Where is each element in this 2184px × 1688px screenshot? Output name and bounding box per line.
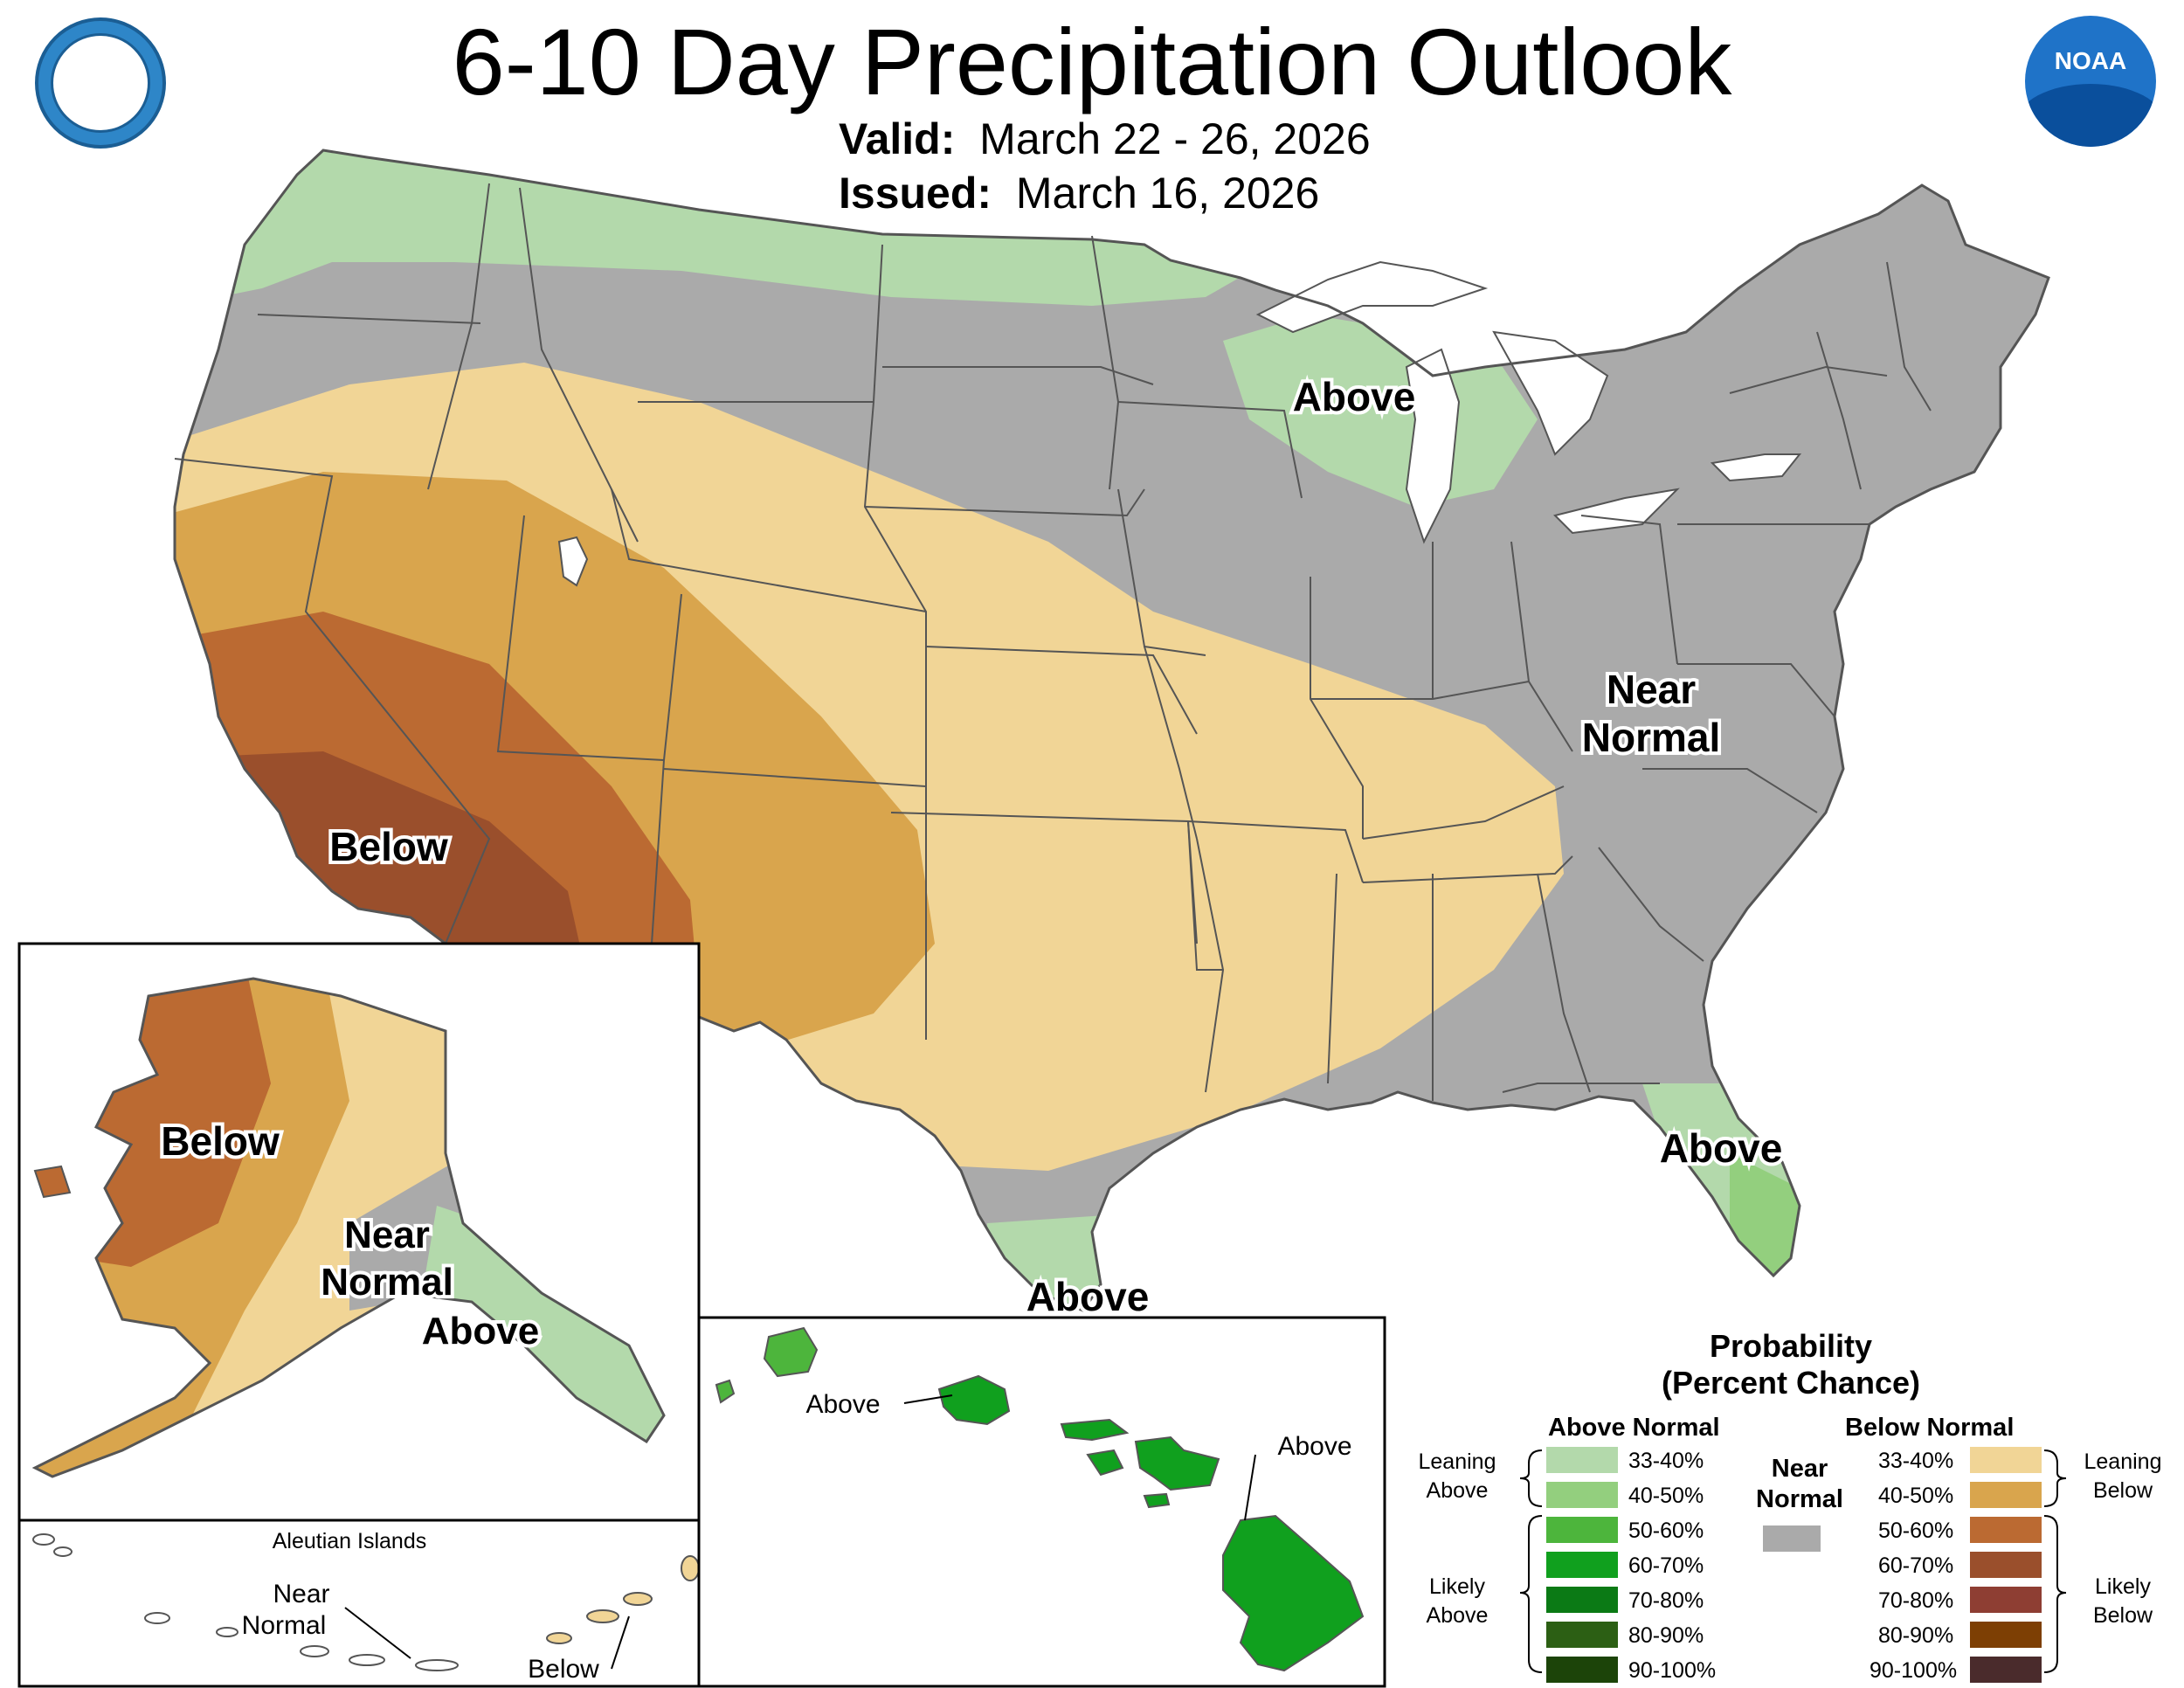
page-title: 6-10 Day Precipitation Outlook — [452, 9, 1732, 114]
aleutian-below-label: Below — [528, 1655, 599, 1684]
aleutian-near-normal-label-line2: Normal — [242, 1611, 327, 1640]
legend-swatch-above-33-40 — [1546, 1447, 1618, 1473]
legend-below-row-3: 50-60% — [1878, 1519, 1954, 1543]
legend-swatch-near-normal — [1763, 1525, 1821, 1552]
hawaii-above-west-label: Above — [805, 1390, 880, 1419]
legend-leaning-below-line2: Below — [2092, 1478, 2153, 1503]
conus-above-texas-label: Above — [1026, 1274, 1150, 1319]
legend-below-row-2: 40-50% — [1878, 1484, 1954, 1508]
legend-below-row-4: 60-70% — [1878, 1553, 1954, 1578]
legend-swatch-below-40-50 — [1970, 1482, 2042, 1508]
aleutian-near-normal-label-line1: Near — [273, 1580, 329, 1608]
conus-above-great-lakes-label: Above — [1293, 374, 1416, 419]
legend-likely-below-line2: Below — [2092, 1603, 2153, 1628]
legend-swatch-above-50-60 — [1546, 1517, 1618, 1543]
legend-below-row-1: 33-40% — [1878, 1449, 1954, 1473]
conus-near-normal-label-line2: Normal — [1582, 715, 1720, 760]
legend-swatch-above-70-80 — [1546, 1587, 1618, 1613]
legend-near-line2: Normal — [1756, 1485, 1843, 1513]
noaa-logo-text: NOAA — [2054, 47, 2127, 74]
conus-near-normal-label-line1: Near — [1607, 667, 1696, 712]
legend-near-line1: Near — [1771, 1455, 1828, 1483]
legend-above-row-3: 50-60% — [1628, 1519, 1704, 1543]
alaska-near-normal-label-line2: Normal — [321, 1261, 453, 1304]
conus-below-label: Below — [329, 824, 448, 869]
legend-swatch-below-50-60 — [1970, 1517, 2042, 1543]
legend-likely-below-line1: Likely — [2095, 1574, 2151, 1599]
issued-date: March 16, 2026 — [1015, 169, 1320, 218]
legend-swatch-above-60-70 — [1546, 1552, 1618, 1578]
legend-swatch-below-33-40 — [1970, 1447, 2042, 1473]
legend-below-header: Below Normal — [1845, 1414, 2015, 1442]
aleutian-title: Aleutian Islands — [273, 1529, 427, 1553]
valid-line: Valid: March 22 - 26, 2026 — [839, 114, 1371, 164]
legend-swatch-below-90-100 — [1970, 1657, 2042, 1683]
legend-title-line1: Probability — [1709, 1328, 1873, 1364]
department-of-commerce-seal-icon — [35, 17, 166, 149]
hawaii-above-east-label: Above — [1277, 1432, 1351, 1461]
alaska-near-normal-label-line1: Near — [344, 1214, 430, 1256]
legend-title-line2: (Percent Chance) — [1661, 1365, 1921, 1401]
legend-leaning-below-line1: Leaning — [2084, 1449, 2162, 1474]
conus-above-florida-label: Above — [1660, 1125, 1783, 1171]
legend-swatch-below-80-90 — [1970, 1622, 2042, 1648]
legend-above-row-5: 70-80% — [1628, 1588, 1704, 1613]
noaa-logo-icon: NOAA — [2025, 16, 2156, 147]
alaska-below-label: Below — [161, 1118, 280, 1164]
legend-above-row-7: 90-100% — [1628, 1658, 1717, 1683]
legend-likely-above-line1: Likely — [1429, 1574, 1485, 1599]
legend-leaning-above-line1: Leaning — [1418, 1449, 1496, 1474]
legend-below-row-6: 80-90% — [1878, 1623, 1954, 1648]
legend-swatch-above-90-100 — [1546, 1657, 1618, 1683]
alaska-above-label: Above — [422, 1310, 539, 1352]
legend-swatch-above-80-90 — [1546, 1622, 1618, 1648]
legend-leaning-above-line2: Above — [1426, 1478, 1489, 1503]
valid-dates: March 22 - 26, 2026 — [979, 114, 1371, 163]
legend-above-row-1: 33-40% — [1628, 1449, 1704, 1473]
issued-line: Issued: March 16, 2026 — [839, 168, 1319, 218]
legend-swatch-above-40-50 — [1546, 1482, 1618, 1508]
legend-above-header: Above Normal — [1548, 1414, 1720, 1442]
issued-label: Issued: — [839, 169, 992, 218]
legend-swatch-below-70-80 — [1970, 1587, 2042, 1613]
legend-swatch-below-60-70 — [1970, 1552, 2042, 1578]
legend-below-row-5: 70-80% — [1878, 1588, 1954, 1613]
legend-above-row-6: 80-90% — [1628, 1623, 1704, 1648]
legend-above-row-4: 60-70% — [1628, 1553, 1704, 1578]
legend-likely-above-line2: Above — [1426, 1603, 1489, 1628]
valid-label: Valid: — [839, 114, 956, 163]
legend-below-row-7: 90-100% — [1870, 1658, 1958, 1683]
legend-above-row-2: 40-50% — [1628, 1484, 1704, 1508]
